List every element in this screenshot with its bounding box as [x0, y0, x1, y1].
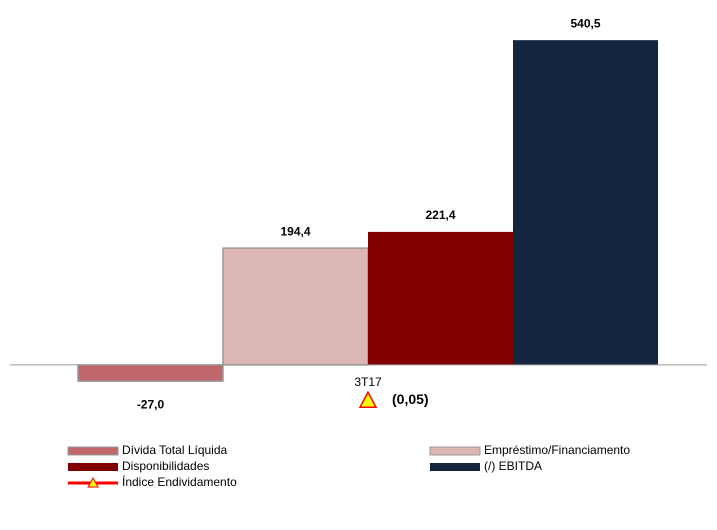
legend-swatch: [430, 463, 480, 471]
legend-swatch: [429, 446, 481, 456]
bar: [368, 231, 513, 365]
bar: [77, 364, 224, 382]
legend-label: Disponibilidades: [122, 459, 209, 473]
legend-marker: [87, 476, 99, 488]
bar: [222, 247, 369, 366]
data-label: 540,5: [570, 16, 600, 30]
legend-label: Dívida Total Líquida: [122, 443, 228, 457]
line-marker: [358, 390, 378, 409]
bar: [513, 40, 658, 365]
legend-label: Empréstimo/Financiamento: [484, 443, 630, 457]
data-label: (0,05): [392, 391, 429, 407]
legend-swatch: [67, 446, 119, 456]
x-tick-label: 3T17: [354, 375, 382, 389]
legend-swatch: [68, 463, 118, 471]
legend-label: Índice Endividamento: [122, 474, 237, 489]
data-label: -27,0: [137, 397, 165, 411]
data-label: 221,4: [425, 208, 455, 222]
legend-label: (/) EBITDA: [484, 459, 542, 473]
data-label: 194,4: [280, 224, 310, 238]
